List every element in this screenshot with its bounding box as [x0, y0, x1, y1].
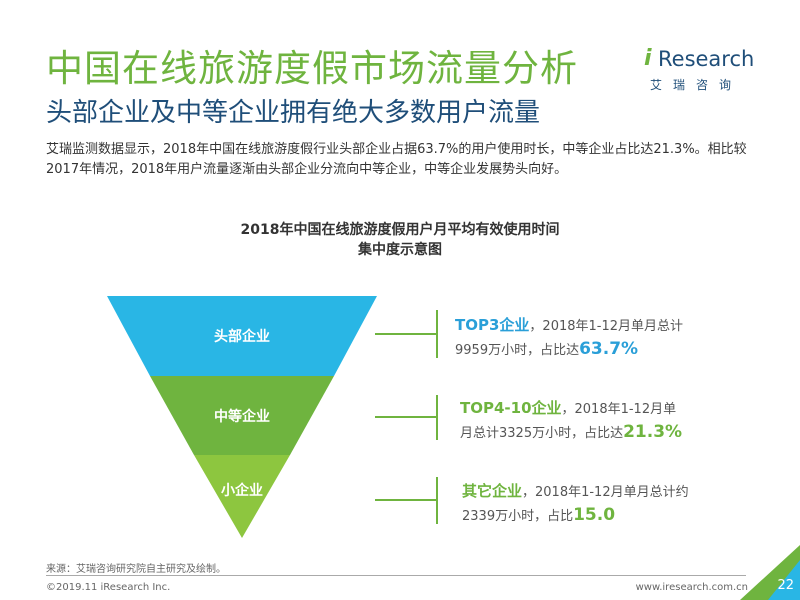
funnel-level-middle: [150, 376, 334, 455]
funnel-level-top: [107, 296, 377, 376]
connector-bottom: [375, 477, 438, 524]
detail-middle-head: TOP4-10企业: [460, 399, 562, 417]
detail-top-text1: ，2018年1-12月单月总计: [529, 319, 684, 334]
page-title: 中国在线旅游度假市场流量分析: [46, 47, 578, 90]
detail-middle-text2: 月总计3325万小时，占比达: [460, 426, 624, 441]
copyright: ©2019.11 iResearch Inc.: [46, 582, 171, 593]
logo-brand: Research: [658, 47, 755, 71]
page-corner-accent: [768, 560, 800, 600]
logo-cn: 艾瑞咨询: [650, 78, 743, 92]
detail-middle: TOP4-10企业，2018年1-12月单 月总计3325万小时，占比达21.3…: [460, 397, 682, 445]
funnel-label-middle: 中等企业: [214, 409, 270, 425]
website-url: www.iresearch.com.cn: [635, 582, 748, 593]
funnel-label-top: 头部企业: [214, 329, 270, 345]
detail-top-head: TOP3企业: [455, 316, 530, 334]
page-subtitle: 头部企业及中等企业拥有绝大多数用户流量: [46, 98, 541, 128]
chart-title-line2: 集中度示意图: [358, 242, 442, 258]
detail-middle-text1: ，2018年1-12月单: [561, 402, 677, 417]
page-number: 22: [777, 578, 794, 593]
detail-middle-pct: 21.3%: [623, 422, 683, 442]
footer-divider: [46, 575, 746, 576]
connector-top: [375, 310, 438, 358]
detail-bottom: 其它企业，2018年1-12月单月总计约 2339万小时，占比15.0: [462, 480, 689, 528]
detail-top-pct: 63.7%: [579, 339, 639, 359]
detail-top-text2: 9959万小时，占比达: [455, 343, 580, 358]
detail-top: TOP3企业，2018年1-12月单月总计 9959万小时，占比达63.7%: [455, 314, 683, 362]
source-note: 来源：艾瑞咨询研究院自主研究及绘制。: [46, 564, 226, 575]
detail-bottom-pct: 15.0: [573, 505, 616, 525]
funnel-label-bottom: 小企业: [221, 483, 263, 499]
chart-title-line1: 2018年中国在线旅游度假用户月平均有效使用时间: [240, 222, 560, 238]
connector-middle: [375, 395, 438, 440]
detail-bottom-text2: 2339万小时，占比: [462, 509, 574, 524]
chart-title: 2018年中国在线旅游度假用户月平均有效使用时间 集中度示意图: [0, 220, 800, 260]
page-description: 艾瑞监测数据显示，2018年中国在线旅游度假行业头部企业占据63.7%的用户使用…: [46, 142, 747, 177]
detail-bottom-head: 其它企业: [462, 482, 523, 500]
logo-prefix: i: [644, 46, 652, 71]
detail-bottom-text1: ，2018年1-12月单月总计约: [522, 485, 689, 500]
iresearch-logo: i Research 艾瑞咨询: [644, 44, 756, 96]
funnel-level-bottom: [194, 455, 290, 538]
